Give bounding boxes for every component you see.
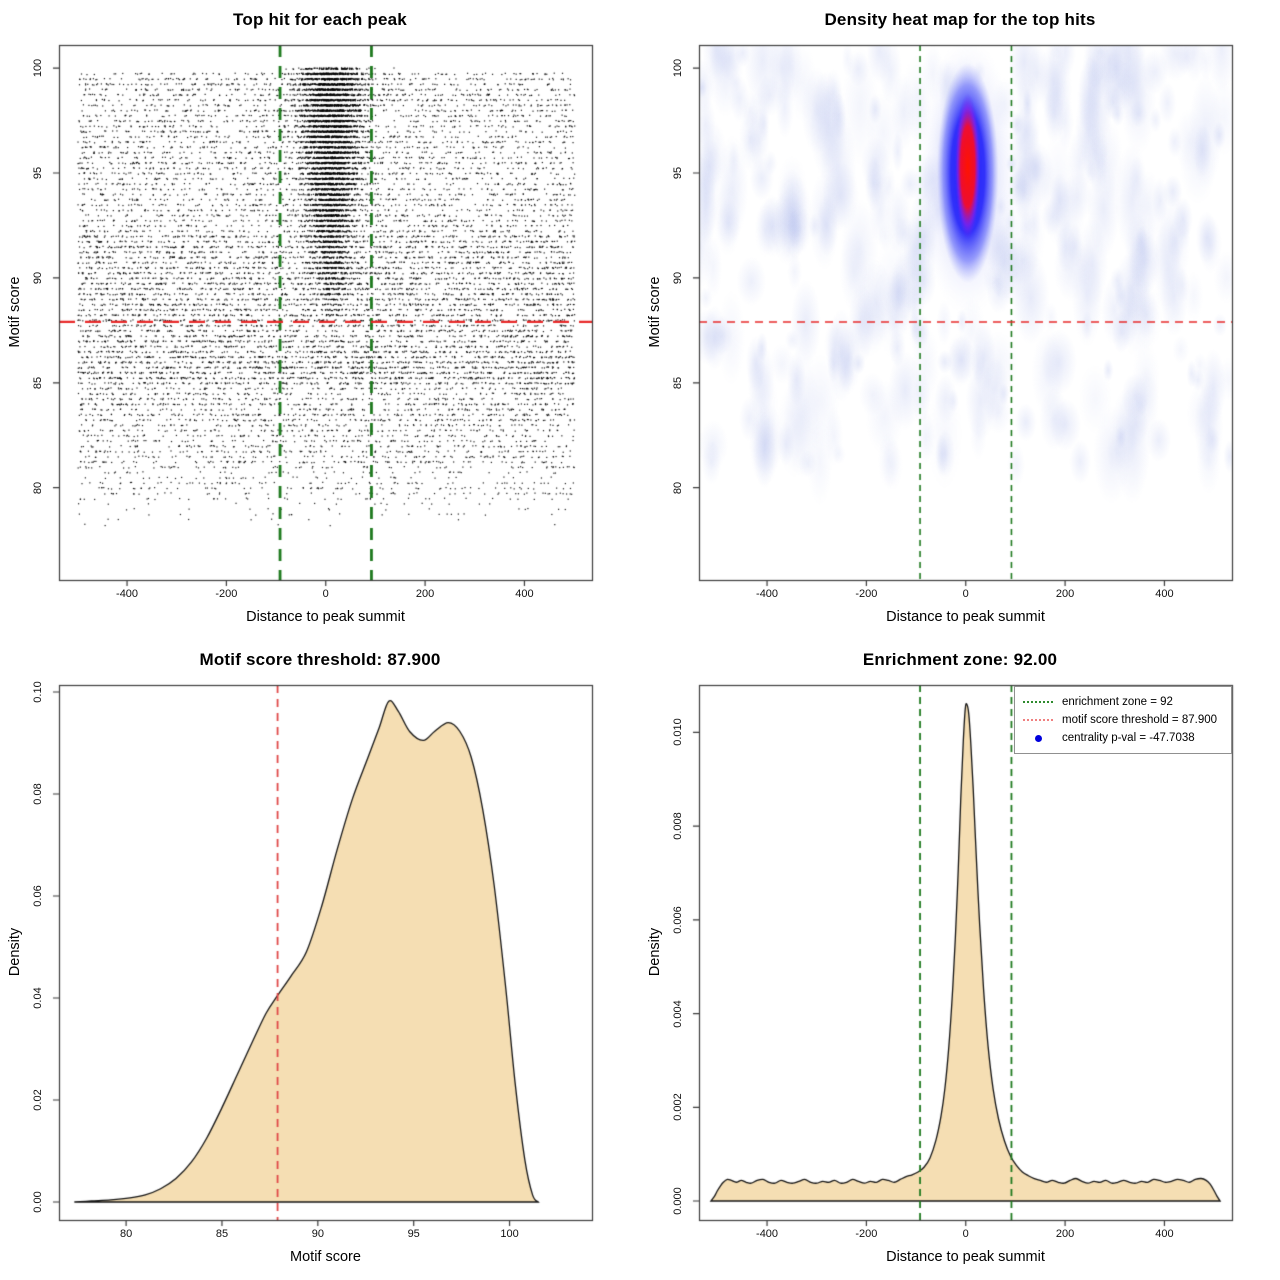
- y-tick-label: 80: [672, 481, 684, 494]
- red-dotted-line-icon: [1021, 719, 1055, 721]
- panel-position-density: Enrichment zone: 92.00 Distance to peak …: [640, 640, 1280, 1280]
- y-tick-label: 95: [32, 166, 44, 180]
- tick-labels-layer: -400 -200 0 200 400 80 85 90 95 100: [640, 0, 1280, 640]
- y-tick-label: 0.006: [672, 906, 684, 934]
- x-tick-label: -200: [215, 588, 238, 600]
- tick-labels-layer: -400 -200 0 200 400 0.000 0.002 0.004 0.006 0.008…: [640, 640, 1280, 1280]
- x-tick-label: -200: [855, 1228, 878, 1240]
- y-tick-label: 100: [32, 58, 44, 78]
- x-axis-label: Distance to peak summit: [246, 609, 405, 625]
- blue-point-icon: [1021, 734, 1055, 742]
- y-tick-label: 85: [32, 376, 44, 389]
- x-tick-label: -400: [756, 1228, 779, 1240]
- y-tick-label: 0.04: [32, 987, 44, 1009]
- panel-scatter: Top hit for each peak Distance to peak s…: [0, 0, 640, 640]
- y-tick-label: 0.008: [672, 812, 684, 840]
- x-tick-label: 0: [322, 588, 329, 600]
- x-tick-label: 400: [515, 588, 534, 600]
- legend-row-motif-threshold: motif score threshold = 87.900: [1021, 711, 1227, 729]
- score-density-canvas: [0, 640, 640, 1280]
- legend-label: centrality p-val = -47.7038: [1062, 732, 1195, 744]
- panel-score-density: Motif score threshold: 87.900 Motif scor…: [0, 640, 640, 1280]
- x-tick-label: 80: [119, 1228, 133, 1240]
- x-axis-label: Motif score: [290, 1249, 361, 1265]
- green-dotted-line-icon: [1021, 701, 1055, 703]
- y-tick-label: 80: [32, 481, 44, 494]
- x-tick-label: 200: [1055, 588, 1075, 600]
- x-axis-label: Distance to peak summit: [886, 609, 1045, 625]
- y-tick-label: 90: [32, 271, 44, 284]
- x-tick-label: -400: [756, 588, 779, 600]
- y-tick-label: 0.004: [672, 999, 684, 1028]
- tick-labels-layer: -400 -200 0 200 400 80 85 90 95 100: [0, 0, 640, 640]
- x-tick-label: 90: [311, 1228, 324, 1240]
- y-tick-label: 100: [672, 58, 684, 78]
- legend-row-centrality-pval: centrality p-val = -47.7038: [1021, 729, 1227, 747]
- panel-title: Top hit for each peak: [233, 10, 407, 29]
- y-tick-label: 0.08: [32, 783, 44, 805]
- x-tick-label: 0: [962, 588, 969, 600]
- y-tick-label: 0.02: [32, 1089, 44, 1111]
- x-tick-label: 200: [415, 588, 435, 600]
- x-tick-label: 0: [962, 1228, 969, 1240]
- x-tick-label: -400: [116, 588, 139, 600]
- x-tick-label: 400: [1155, 588, 1174, 600]
- legend-label: enrichment zone = 92: [1062, 696, 1173, 708]
- y-tick-label: 0.002: [672, 1093, 684, 1122]
- panel-heatmap: Density heat map for the top hits Distan…: [640, 0, 1280, 640]
- y-tick-label: 0.00: [32, 1191, 44, 1213]
- y-tick-label: 0.010: [672, 718, 684, 747]
- y-tick-label: 85: [672, 376, 684, 389]
- x-tick-label: 85: [215, 1228, 229, 1240]
- x-tick-label: -200: [855, 588, 878, 600]
- y-tick-label: 0.10: [32, 681, 44, 703]
- x-tick-label: 200: [1055, 1228, 1075, 1240]
- scatter-plot-canvas: [0, 0, 640, 640]
- panel-title: Motif score threshold: 87.900: [199, 650, 441, 669]
- heatmap-plot-canvas: [640, 0, 1280, 640]
- panel-title: Density heat map for the top hits: [824, 10, 1096, 29]
- x-tick-label: 100: [500, 1228, 519, 1240]
- panel-title: Enrichment zone: 92.00: [862, 650, 1058, 669]
- legend: enrichment zone = 92 motif score thresho…: [1014, 686, 1232, 754]
- legend-row-enrichment-zone: enrichment zone = 92: [1021, 693, 1227, 711]
- legend-label: motif score threshold = 87.900: [1062, 714, 1218, 726]
- tick-labels-layer: 80 85 90 95 100 0.00 0.02 0.04 0.06 0.08 0.10: [0, 640, 640, 1280]
- y-tick-label: 90: [672, 271, 684, 284]
- y-tick-label: 0.000: [672, 1187, 684, 1215]
- x-tick-label: 95: [407, 1228, 420, 1240]
- y-tick-label: 95: [672, 166, 684, 180]
- y-tick-label: 0.06: [32, 885, 44, 907]
- x-axis-label: Distance to peak summit: [886, 1249, 1045, 1265]
- x-tick-label: 400: [1155, 1228, 1174, 1240]
